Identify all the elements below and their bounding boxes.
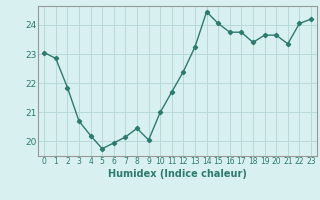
- X-axis label: Humidex (Indice chaleur): Humidex (Indice chaleur): [108, 169, 247, 179]
